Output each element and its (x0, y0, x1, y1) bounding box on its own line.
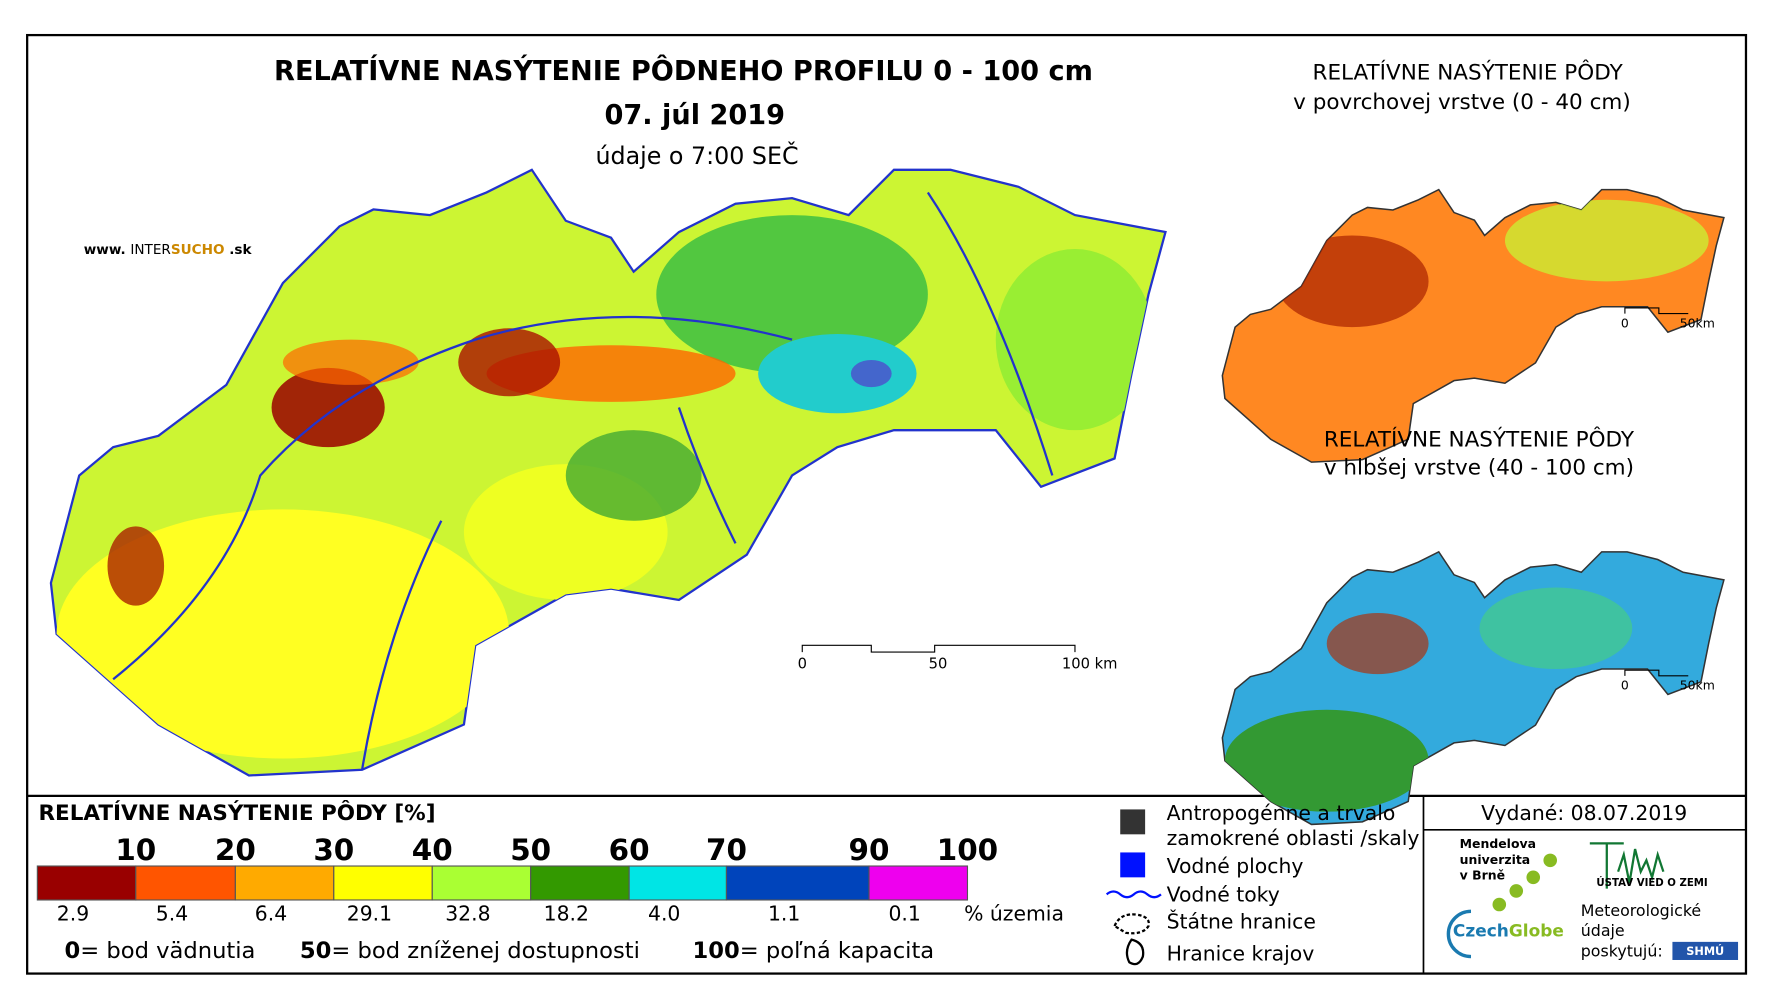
logo-text: v Brně (1460, 868, 1505, 883)
legend-swatch (135, 865, 236, 901)
legend-share: 6.4 (255, 902, 287, 926)
symbol-water (1120, 852, 1146, 878)
main-map (49, 168, 1167, 777)
logo-text: Meteorologické (1581, 901, 1701, 920)
symbol-border (1113, 913, 1150, 935)
inset-top-map (1221, 188, 1725, 463)
legend-tick-label: 10 (115, 833, 156, 867)
legend-swatch (431, 865, 532, 901)
legend-share: 4.0 (648, 902, 680, 926)
frame (26, 33, 1748, 975)
symbol-anthropogenic (1120, 809, 1146, 835)
legend-scale: 10 20 30 40 50 60 70 90 100 2.9 5.4 6.4 29.1 32.8 18.2… (36, 833, 998, 926)
time-note: údaje o 7:00 SEČ (596, 142, 799, 170)
map-legend-label: Hranice krajov (1167, 941, 1315, 965)
logo-shmu (1672, 941, 1739, 960)
scale-label: 0 (1621, 315, 1629, 330)
logo-text: ÚSTAV VIED O ZEMI (1596, 876, 1707, 889)
legend-swatch (628, 865, 728, 901)
logo-text: Mendelova (1460, 836, 1536, 851)
website: www. INTERSUCHO .sk (84, 242, 253, 258)
legend-share: 2.9 (57, 902, 89, 926)
scale-label: 50km (1680, 678, 1715, 693)
symbol-region (1125, 938, 1145, 966)
map-legend-label: Vodné plochy (1167, 854, 1304, 878)
legend-share: 18.2 (544, 902, 589, 926)
logo-mendel: Mendelova univerzita v Brně (1460, 836, 1558, 912)
scale-label: 100 km (1062, 656, 1118, 673)
scale-label: 50 (929, 656, 948, 673)
date: 07. júl 2019 (605, 100, 786, 131)
logo-czechglobe: CzechGlobe (1453, 922, 1564, 942)
symbol-river (1105, 890, 1162, 899)
main-title: RELATÍVNE NASÝTENIE PÔDNEHO PROFILU 0 - … (274, 55, 1093, 87)
legend-share: 5.4 (156, 902, 188, 926)
legend-tick-label: 100 (937, 833, 998, 867)
logo-uvz (1589, 842, 1665, 889)
issued: Vydané: 08.07.2019 (1481, 801, 1687, 825)
map-legend-label: Antropogénne a trvalo (1167, 801, 1396, 825)
inset-title: RELATÍVNE NASÝTENIE PÔDY (1313, 60, 1624, 86)
main-scale (801, 644, 1076, 653)
inset-bottom-map (1221, 551, 1725, 826)
legend-tick-label: 20 (215, 833, 256, 867)
logo-text: univerzita (1460, 852, 1530, 867)
legend-swatch (725, 865, 870, 901)
note: 0= bod vädnutia (64, 937, 255, 963)
logo-text: poskytujú: (1581, 942, 1663, 961)
legend-swatch (36, 865, 137, 901)
scale-label: 0 (1621, 678, 1629, 693)
legend-share: 1.1 (768, 902, 800, 926)
logo-arc (1446, 909, 1472, 959)
legend-swatch (868, 865, 969, 901)
logo-text: SHMÚ (1686, 945, 1724, 958)
map-legend-label: zamokrené oblasti /skaly (1167, 826, 1420, 850)
legend-tick-label: 30 (313, 833, 354, 867)
legend-swatch (234, 865, 335, 901)
inset-subtitle: v povrchovej vrstve (0 - 40 cm) (1293, 90, 1631, 115)
legend-share: 32.8 (445, 902, 490, 926)
legend-share: 0.1 (888, 902, 920, 926)
note: 100= poľná kapacita (693, 937, 935, 963)
scale-label: 0 (798, 656, 807, 673)
legend-tick-label: 40 (412, 833, 453, 867)
shares-unit: % územia (964, 902, 1064, 926)
inset-title: RELATÍVNE NASÝTENIE PÔDY (1324, 426, 1635, 452)
legend-swatch (333, 865, 433, 901)
map-legend-label: Vodné toky (1167, 882, 1280, 906)
legend-swatch (530, 865, 630, 901)
legend-share: 29.1 (347, 902, 392, 926)
legend-tick-label: 50 (510, 833, 551, 867)
legend-tick-label: 90 (849, 833, 890, 867)
map-legend-label: Štátne hranice (1167, 909, 1316, 934)
legend-title: RELATÍVNE NASÝTENIE PÔDY [%] (38, 800, 435, 826)
logo-text: údaje (1581, 921, 1625, 940)
note: 50= bod zníženej dostupnosti (300, 937, 640, 963)
scale-label: 50km (1680, 315, 1715, 330)
legend-tick-label: 70 (706, 833, 747, 867)
legend-tick-label: 60 (609, 833, 650, 867)
inset-subtitle: v hlbšej vrstve (40 - 100 cm) (1324, 456, 1634, 481)
